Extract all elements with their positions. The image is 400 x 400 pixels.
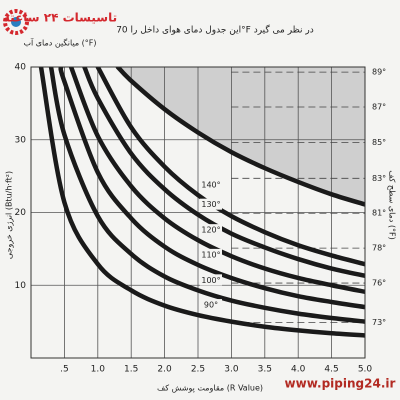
watermark: www.piping24.ir [285,377,396,391]
series-line [68,67,365,295]
x-tick-label: 5.0 [358,365,373,375]
x-tick-label: 3.0 [224,365,239,375]
plot-frame [30,66,366,359]
series-label-bg [200,248,222,260]
logo-drop [11,17,21,27]
series-line [38,67,365,338]
series-line [48,67,365,324]
logo: تاسیسات ۲۴ ساعته [3,9,117,35]
series-label: 130° [201,200,220,209]
series-label-bg [200,198,222,210]
x-tick-label: 4.5 [324,365,338,375]
y-tick-label: 30 [15,135,27,145]
legend-title: میانگین دمای آب (°F) [23,38,96,48]
x-tick-label: .5 [60,365,69,375]
plot-area [31,67,365,358]
x-tick-label: 2.5 [191,365,205,375]
y-axis-label: انرژی خروجی (Btu/h·ft²) [5,171,14,259]
y2-tick-label: 89° [372,68,386,77]
series-label: 90° [204,301,218,310]
series-line [82,67,365,279]
x-tick-label: 1.5 [124,365,138,375]
y2-tick-label: 83° [372,174,386,183]
series-label-bg [200,299,222,311]
y2-tick-label: 87° [372,103,386,112]
y2-tick-label: 81° [372,209,386,218]
series-label-bg [200,179,222,191]
x-tick-label: 4.0 [291,365,306,375]
series-label: 110° [201,250,220,259]
x-tick-label: 3.5 [258,365,272,375]
series-label: 120° [201,226,220,235]
y2-tick-label: 76° [372,279,386,288]
shaded-region [117,67,365,205]
series-label-bg [200,274,222,286]
y2-tick-label: 73° [372,318,386,327]
y2-tick-label: 78° [372,244,386,253]
logo-title: تاسیسات ۲۴ ساعته [3,11,117,25]
logo-gear [3,9,29,35]
series-line [115,67,365,207]
chart-title: این جدول دمای هوای داخل را 70°F در نظر م… [116,24,314,36]
y2-axis-label: دمای سطح کف (°F) [388,170,397,240]
x-axis-label: مقاومت پوشش کف (R Value) [157,384,263,393]
series-line [58,67,365,310]
y-tick-label: 10 [15,281,27,291]
y2-tick-label: 85° [372,138,386,147]
series-line [95,67,365,267]
x-tick-label: 2.0 [157,365,172,375]
y-tick-label: 40 [15,63,27,73]
x-tick-label: 1.0 [91,365,106,375]
y-tick-label: 20 [15,208,27,218]
series-label: 140° [201,181,220,190]
series-label: 100° [201,276,220,285]
series-label-bg [200,224,222,236]
